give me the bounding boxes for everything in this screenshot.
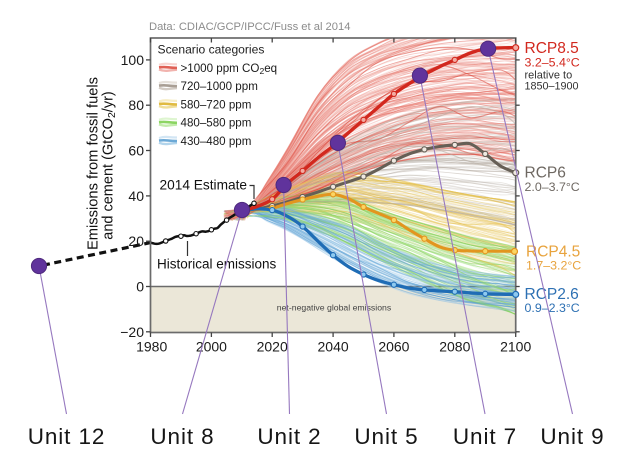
svg-text:Scenario categories: Scenario categories: [158, 43, 265, 57]
svg-text:2080: 2080: [439, 339, 470, 355]
svg-text:Emissions from fossil fuels: Emissions from fossil fuels: [86, 77, 102, 250]
svg-text:2.0–3.7°C: 2.0–3.7°C: [525, 180, 580, 194]
svg-text:RCP4.5: RCP4.5: [526, 244, 580, 261]
svg-text:100: 100: [121, 52, 145, 68]
svg-text:0.9–2.3°C: 0.9–2.3°C: [525, 301, 580, 315]
svg-text:>1000 ppm CO2eq: >1000 ppm CO2eq: [181, 62, 278, 76]
svg-text:Unit 2: Unit 2: [257, 424, 321, 449]
svg-text:720–1000 ppm: 720–1000 ppm: [181, 80, 258, 93]
svg-text:1850–1900: 1850–1900: [525, 81, 579, 93]
svg-text:Unit 9: Unit 9: [540, 424, 604, 449]
svg-text:580–720 ppm: 580–720 ppm: [181, 98, 252, 111]
svg-text:0: 0: [136, 279, 144, 295]
svg-text:RCP2.6: RCP2.6: [525, 286, 579, 303]
svg-text:Data: CDIAC/GCP/IPCC/Fuss et a: Data: CDIAC/GCP/IPCC/Fuss et al 2014: [149, 21, 350, 33]
svg-text:430–480 ppm: 430–480 ppm: [181, 135, 252, 148]
svg-text:−20: −20: [120, 324, 144, 340]
svg-text:20: 20: [128, 233, 144, 249]
svg-text:2014 Estimate: 2014 Estimate: [160, 178, 248, 193]
svg-text:Unit 8: Unit 8: [150, 424, 214, 449]
svg-text:RCP6: RCP6: [525, 165, 566, 182]
svg-text:40: 40: [128, 188, 144, 204]
svg-text:and cement (GtCO2/yr): and cement (GtCO2/yr): [101, 91, 119, 239]
svg-text:net-negative global emissions: net-negative global emissions: [277, 303, 392, 313]
svg-text:Unit 5: Unit 5: [354, 424, 418, 449]
svg-text:2060: 2060: [378, 339, 409, 355]
svg-text:Historical emissions: Historical emissions: [157, 257, 277, 272]
svg-text:2040: 2040: [318, 339, 349, 355]
svg-text:3.2–5.4°C: 3.2–5.4°C: [525, 56, 580, 70]
svg-text:relative to: relative to: [525, 70, 573, 82]
svg-text:RCP8.5: RCP8.5: [525, 40, 579, 57]
svg-text:60: 60: [128, 143, 144, 159]
svg-text:Unit 12: Unit 12: [28, 424, 106, 449]
svg-text:80: 80: [128, 97, 144, 113]
svg-text:2020: 2020: [257, 339, 288, 355]
svg-text:2100: 2100: [500, 339, 531, 355]
svg-text:1980: 1980: [136, 339, 167, 355]
svg-text:480–580 ppm: 480–580 ppm: [181, 117, 252, 130]
svg-text:Unit 7: Unit 7: [453, 424, 517, 449]
svg-text:1.7–3.2°C: 1.7–3.2°C: [526, 259, 581, 273]
